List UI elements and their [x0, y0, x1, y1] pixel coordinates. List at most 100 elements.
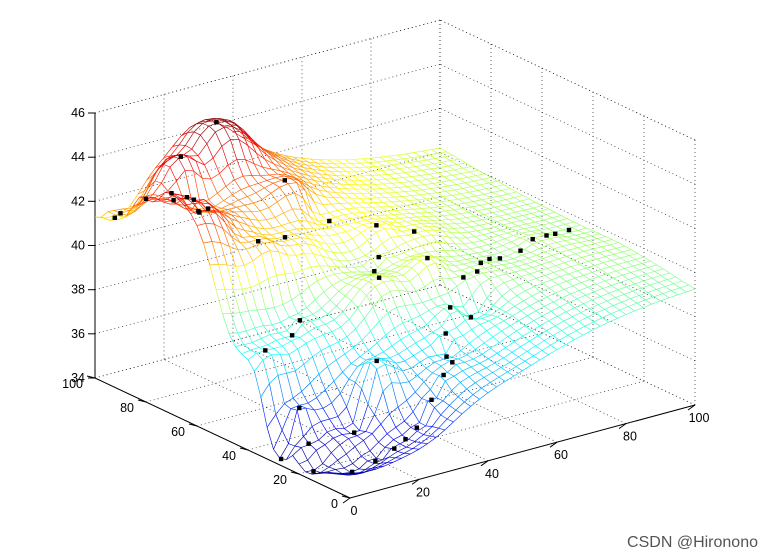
mesh-line [628, 276, 638, 280]
mesh-line [268, 173, 278, 176]
mesh-line [583, 303, 590, 309]
mesh-line [349, 167, 356, 173]
data-point [256, 239, 261, 244]
mesh-line [436, 355, 444, 360]
mesh-line [416, 430, 424, 435]
mesh-line [514, 305, 522, 312]
data-point [429, 397, 434, 402]
mesh-line [276, 238, 284, 242]
mesh-line [505, 197, 515, 200]
mesh-line [428, 173, 436, 179]
mesh-line [494, 357, 504, 364]
mesh-line [481, 240, 488, 246]
mesh-line [500, 252, 507, 257]
mesh-line [451, 350, 461, 358]
mesh-line [426, 315, 436, 325]
mesh-line [428, 310, 436, 317]
mesh-line [613, 251, 623, 255]
mesh-line [447, 204, 457, 207]
mesh-line [261, 234, 269, 240]
mesh-line [490, 376, 500, 383]
mesh-line [503, 202, 513, 206]
mesh-line [532, 226, 540, 231]
mesh-line [394, 178, 401, 183]
mesh-line [152, 198, 159, 203]
data-point [112, 215, 117, 220]
mesh-line [284, 397, 294, 404]
mesh-line [485, 362, 495, 369]
mesh-line [508, 248, 516, 253]
mesh-line [222, 313, 230, 334]
mesh-line [385, 363, 395, 368]
floor-grid-line [232, 340, 489, 462]
mesh-line [538, 268, 548, 272]
mesh-line [268, 207, 276, 218]
mesh-line [387, 191, 397, 194]
mesh-line [298, 459, 308, 465]
mesh-line [351, 300, 359, 309]
mesh-line [453, 208, 463, 211]
mesh-line [441, 181, 449, 187]
mesh-line [383, 281, 391, 292]
mesh-line [396, 191, 405, 193]
mesh-line [400, 339, 408, 349]
mesh-line [609, 263, 619, 268]
mesh-line [209, 264, 217, 290]
mesh-line [589, 279, 597, 285]
mesh-line [490, 342, 500, 349]
mesh-line [269, 153, 277, 161]
mesh-line [488, 278, 496, 289]
mesh-line [468, 252, 477, 255]
mesh-line [323, 166, 333, 168]
mesh-line [566, 277, 576, 282]
mesh-line [442, 400, 450, 406]
mesh-line [225, 186, 233, 195]
mesh-line [454, 167, 464, 171]
mesh-line [255, 227, 263, 235]
mesh-line [341, 197, 349, 204]
mesh-line [193, 131, 201, 136]
mesh-line [385, 197, 392, 203]
mesh-line [226, 120, 235, 124]
mesh-line [369, 450, 377, 459]
mesh-line [446, 264, 456, 267]
mesh-line [429, 152, 438, 156]
mesh-line [417, 324, 427, 331]
mesh-line [415, 291, 423, 303]
mesh-line [129, 193, 139, 207]
mesh-line [308, 326, 318, 333]
mesh-line [241, 349, 251, 355]
mesh-line [487, 244, 495, 249]
mesh-line [415, 391, 422, 399]
mesh-line [403, 158, 410, 163]
mesh-line [227, 164, 235, 181]
data-point [373, 458, 378, 464]
mesh-line [534, 234, 544, 239]
mesh-line [587, 316, 594, 323]
mesh-line [266, 427, 274, 450]
mesh-line [620, 257, 627, 263]
mesh-line [291, 239, 299, 245]
mesh-line [302, 233, 312, 235]
mesh-line [279, 354, 287, 374]
mesh-line [340, 319, 350, 328]
mesh-line [332, 252, 340, 261]
mesh-line [430, 335, 440, 346]
mesh-line [330, 258, 340, 262]
mesh-line [505, 347, 513, 353]
mesh-line [269, 383, 277, 415]
mesh-line [364, 255, 372, 259]
mesh-line [412, 223, 422, 226]
mesh-line [432, 426, 439, 429]
mesh-line [471, 166, 479, 171]
mesh-line [477, 210, 485, 215]
mesh-line [318, 366, 328, 375]
mesh-line [541, 238, 550, 242]
mesh-line [643, 277, 653, 282]
mesh-line [239, 312, 247, 332]
mesh-line [533, 207, 540, 212]
mesh-line [417, 179, 427, 181]
mesh-line [233, 232, 241, 243]
mesh-line [397, 222, 405, 227]
mesh-line [508, 301, 515, 307]
